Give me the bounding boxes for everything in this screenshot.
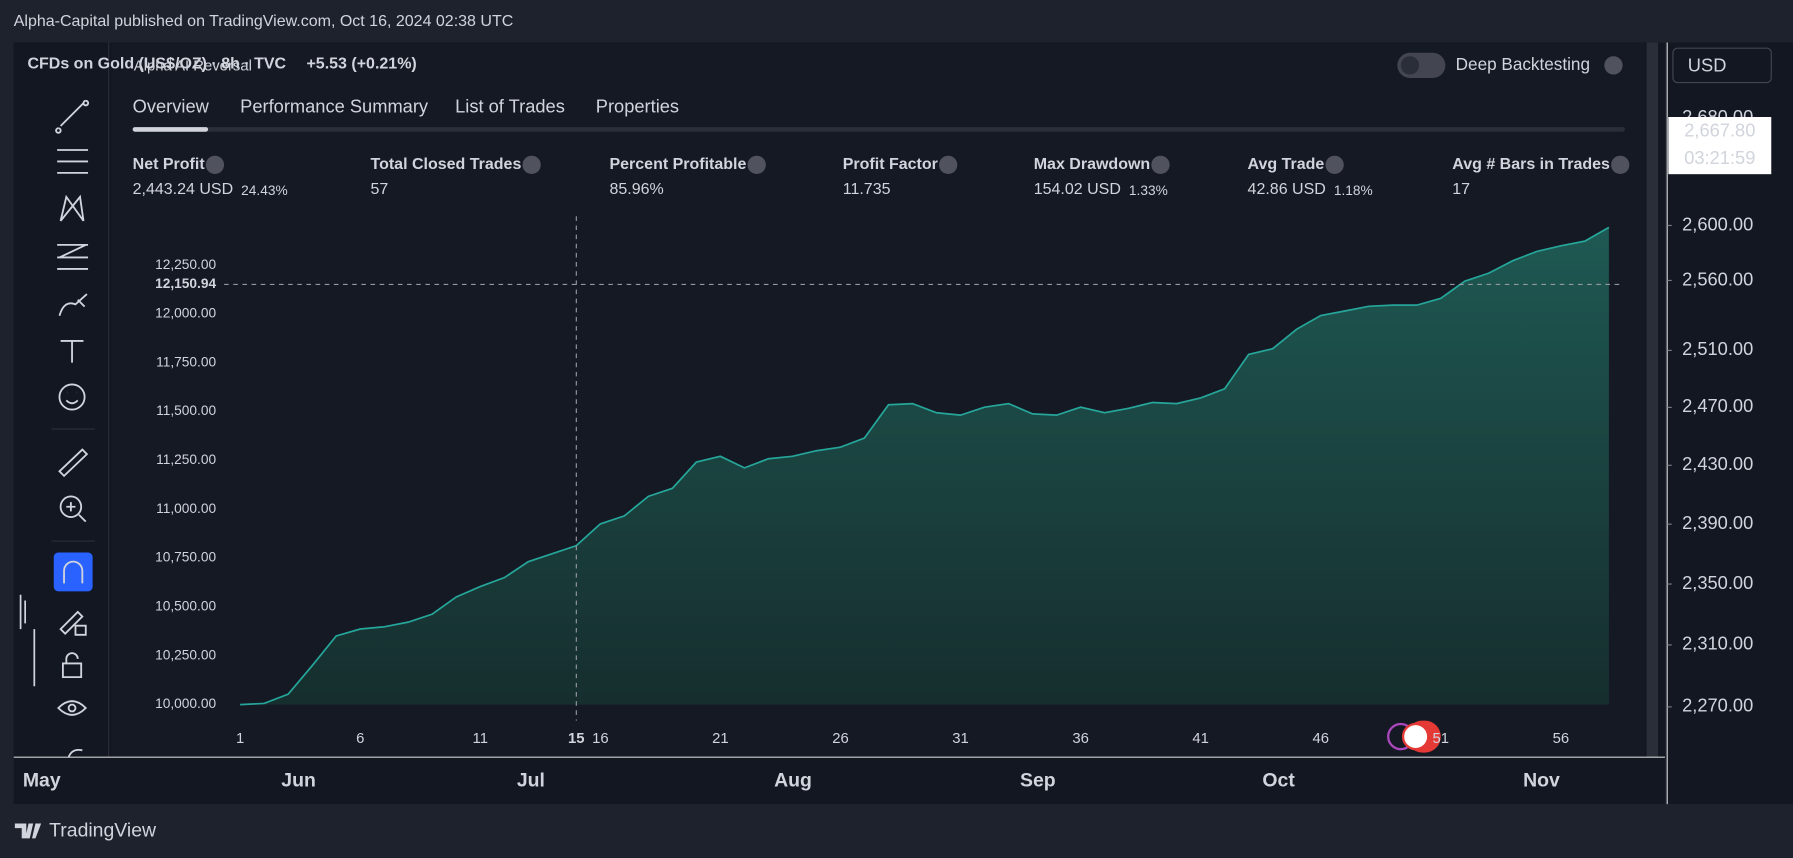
- time-axis-label: Sep: [1020, 769, 1056, 791]
- info-icon: [747, 155, 766, 175]
- y-tick-label: 11,750.00: [156, 354, 216, 369]
- y-tick-label: 10,500.00: [155, 599, 216, 614]
- time-axis-label: Aug: [774, 769, 812, 791]
- stat-label: Percent Profitable: [609, 156, 746, 173]
- tab[interactable]: List of Trades: [455, 96, 565, 117]
- tradingview-logo: [14, 823, 42, 839]
- stat-value: 17: [1452, 181, 1470, 198]
- y-tick-label: 12,250.00: [155, 257, 216, 272]
- tab-indicator: [132, 127, 209, 132]
- x-tick-label: 6: [356, 731, 364, 747]
- crosshair-y-box: [137, 275, 220, 294]
- info-icon: [205, 155, 225, 175]
- stat-label: Avg Trade: [1248, 156, 1325, 173]
- price-tick-label: 2,270.00: [1682, 695, 1753, 716]
- time-axis-label: Jun: [281, 769, 316, 791]
- price-tick-label: 2,560.00: [1682, 268, 1753, 289]
- stat-value: 85.96%: [609, 181, 663, 198]
- equity-line: [240, 226, 1610, 706]
- x-tick-label: 56: [1553, 731, 1570, 747]
- stat-label: Total Closed Trades: [370, 156, 521, 173]
- crosshair-x-label: 15: [568, 731, 585, 747]
- price-tick-label: 2,350.00: [1682, 572, 1753, 593]
- last-price-label: 2,667.80: [1684, 120, 1755, 141]
- stat-value: 42.86 USD: [1248, 181, 1326, 198]
- symbol-change: +5.53 (+0.21%): [306, 55, 416, 72]
- stat-value: 57: [370, 181, 388, 198]
- publish-header: Alpha-Capital published on TradingView.c…: [14, 13, 514, 30]
- y-tick-label: 10,250.00: [155, 647, 216, 662]
- info-icon: [1151, 155, 1170, 175]
- price-tick-label: 2,600.00: [1682, 213, 1753, 234]
- stat-percent: 24.43%: [241, 183, 288, 198]
- y-tick-label: 10,000.00: [155, 696, 216, 711]
- stat-percent: 1.18%: [1334, 183, 1373, 198]
- stat-value: 11.735: [843, 181, 891, 198]
- currency-label: USD: [1688, 54, 1727, 75]
- stat-percent: 1.33%: [1129, 183, 1168, 198]
- stat-label: Max Drawdown: [1034, 156, 1150, 173]
- price-tick-label: 2,510.00: [1682, 338, 1753, 359]
- tab-track: [132, 127, 1625, 132]
- price-tick-label: 2,430.00: [1682, 453, 1753, 474]
- time-axis-label: Nov: [1523, 769, 1560, 791]
- time-axis-label: May: [23, 769, 61, 791]
- info-icon: [1611, 155, 1630, 175]
- stat-label: Net Profit: [133, 156, 206, 173]
- y-tick-label: 10,750.00: [155, 550, 216, 565]
- price-tick-label: 2,310.00: [1682, 633, 1753, 654]
- tab[interactable]: Properties: [596, 96, 679, 117]
- y-tick-label: 11,500.00: [156, 403, 216, 418]
- x-tick-label: 1: [236, 731, 244, 747]
- tab[interactable]: Performance Summary: [240, 96, 429, 117]
- x-tick-label: 11: [473, 731, 488, 747]
- help-icon[interactable]: [1604, 56, 1623, 75]
- strategy-name: Alpha AI Reversal: [134, 58, 252, 74]
- symbol-name[interactable]: CFDs on Gold (US$/OZ) · 8h · TVC: [27, 55, 286, 72]
- stat-label: Avg # Bars in Trades: [1452, 156, 1610, 173]
- toolbar-icons[interactable]: [19, 99, 95, 758]
- time-axis-label: Jul: [517, 769, 545, 791]
- toggle-knob: [1400, 56, 1420, 75]
- x-tick-label: 31: [952, 731, 969, 747]
- y-tick-label: 11,000.00: [156, 501, 216, 516]
- tab[interactable]: Overview: [133, 96, 210, 117]
- x-tick-label: 21: [712, 731, 729, 747]
- equity-area: [240, 227, 1609, 705]
- info-icon: [939, 155, 958, 175]
- event-icon[interactable]: [1401, 722, 1430, 751]
- stat-value: 154.02 USD: [1034, 181, 1121, 198]
- last-price-box: [1668, 116, 1772, 175]
- crosshair-y-label: 12,150.94: [155, 276, 216, 291]
- y-tick-label: 12,000.00: [155, 306, 216, 321]
- time-axis: [13, 757, 1665, 805]
- crosshair-x-box: [562, 727, 591, 751]
- info-icon: [1325, 155, 1344, 175]
- x-tick-label: 41: [1192, 731, 1209, 747]
- x-tick-label: 26: [832, 731, 849, 747]
- scrollbar[interactable]: [1646, 42, 1659, 758]
- last-price-countdown: 03:21:59: [1684, 147, 1755, 168]
- currency-button[interactable]: [1672, 47, 1772, 84]
- x-tick-label: 46: [1312, 731, 1329, 747]
- price-tick-label: 2,390.00: [1682, 512, 1753, 533]
- footer-brand: TradingView: [49, 820, 157, 842]
- price-tick-label: 2,470.00: [1682, 395, 1753, 416]
- time-axis-label: Oct: [1262, 769, 1295, 791]
- x-tick-label: 16: [592, 731, 609, 747]
- x-tick-label: 36: [1072, 731, 1089, 747]
- stat-label: Profit Factor: [843, 156, 938, 173]
- deep-backtesting-label: Deep Backtesting: [1456, 54, 1590, 74]
- y-tick-label: 11,250.00: [156, 452, 216, 467]
- stat-value: 2,443.24 USD: [133, 181, 234, 198]
- info-icon: [522, 155, 541, 175]
- x-tick-label: 51: [1433, 731, 1450, 747]
